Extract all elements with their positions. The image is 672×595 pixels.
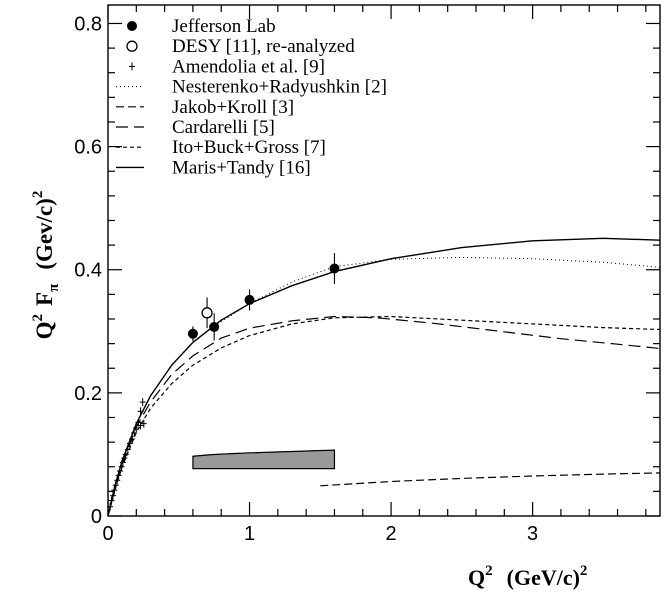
y-tick-label: 0.6 bbox=[74, 137, 102, 159]
legend-label: DESY [11], re-analyzed bbox=[172, 36, 355, 57]
curve-jakob bbox=[320, 473, 660, 486]
curve-ito bbox=[108, 317, 660, 517]
jlab-point bbox=[329, 264, 339, 274]
legend-label: Maris+Tandy [16] bbox=[172, 157, 311, 178]
legend-label: Nesterenko+Radyushkin [2] bbox=[172, 77, 387, 98]
legend-label: Ito+Buck+Gross [7] bbox=[172, 137, 326, 158]
jlab-point bbox=[245, 295, 255, 305]
desy-point bbox=[202, 308, 212, 318]
curve-cardarelli bbox=[108, 317, 660, 517]
legend-label: Amendolia et al. [9] bbox=[172, 56, 325, 77]
x-tick-label: 3 bbox=[527, 523, 538, 545]
jlab-point bbox=[209, 322, 219, 332]
legend-label: Jefferson Lab bbox=[172, 16, 276, 37]
x-tick-label: 0 bbox=[102, 523, 113, 545]
theory-curves bbox=[108, 238, 660, 516]
jlab-point bbox=[127, 21, 137, 31]
legend-label: Jakob+Kroll [3] bbox=[172, 97, 294, 118]
x-tick-label: 1 bbox=[244, 523, 255, 545]
jlab-point bbox=[188, 329, 198, 339]
systematic-band bbox=[193, 450, 335, 468]
y-tick-label: 0 bbox=[91, 506, 102, 528]
curve-nesterenko bbox=[214, 257, 660, 326]
systematic-error-band bbox=[193, 450, 335, 468]
x-axis-title: Q2 (GeV/c)2 bbox=[468, 563, 587, 590]
desy-point bbox=[127, 41, 137, 51]
y-tick-label: 0.8 bbox=[74, 13, 102, 35]
y-axis-title: Q2Fπ(Gev/c)2 bbox=[30, 191, 62, 340]
y-tick-label: 0.2 bbox=[74, 383, 102, 405]
legend-label: Cardarelli [5] bbox=[172, 117, 275, 138]
data-points bbox=[107, 253, 339, 511]
y-tick-label: 0.4 bbox=[74, 260, 102, 282]
x-tick-label: 2 bbox=[386, 523, 397, 545]
